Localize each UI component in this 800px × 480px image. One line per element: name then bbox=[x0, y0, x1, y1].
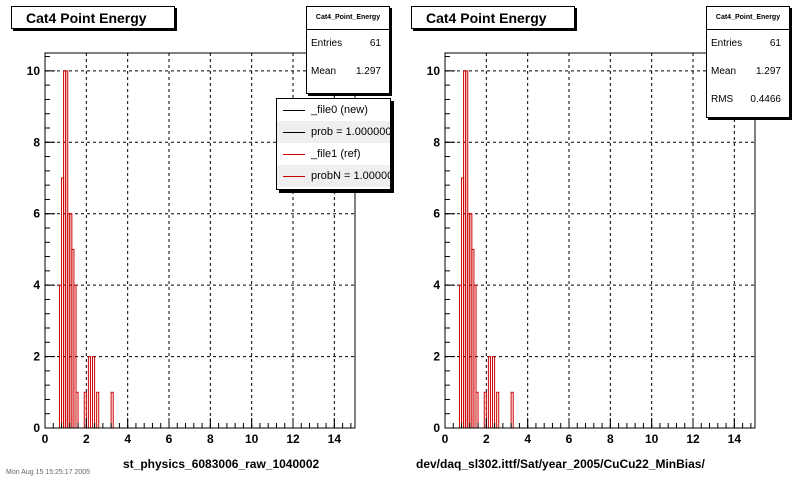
panel1-plot-frame bbox=[44, 52, 356, 429]
panel1-y-tick-label: 2 bbox=[33, 350, 40, 364]
panel1-x-tick-label: 8 bbox=[207, 432, 214, 446]
panel1-y-tick-label: 10 bbox=[27, 64, 41, 78]
panel2-y-tick-label: 6 bbox=[433, 207, 440, 221]
panel1-y-tick-label: 0 bbox=[33, 421, 40, 435]
panel2-stats-row: Mean 1.297 bbox=[707, 58, 789, 86]
panel2-stats-row: RMS 0.4466 bbox=[707, 86, 789, 114]
legend-label: _file0 (new) bbox=[311, 104, 368, 116]
panel2-y-tick-label: 2 bbox=[433, 350, 440, 364]
panel1-x-axis-label: st_physics_6083006_raw_1040002 bbox=[123, 457, 320, 471]
legend-entry: prob = 1.000000 bbox=[277, 121, 390, 143]
panel1-x-tick-label: 10 bbox=[245, 432, 259, 446]
panel2-x-tick-label: 14 bbox=[728, 432, 742, 446]
stat-key: Mean bbox=[711, 66, 737, 77]
stat-key: Entries bbox=[311, 38, 343, 49]
panel1-x-tick-label: 12 bbox=[286, 432, 300, 446]
stat-key: Entries bbox=[711, 38, 743, 49]
panel1-stats-row: Entries 61 bbox=[307, 30, 389, 58]
panel2-y-tick-label: 10 bbox=[427, 64, 441, 78]
stat-value: 1.297 bbox=[355, 66, 381, 77]
legend-swatch bbox=[283, 154, 305, 155]
panel1-x-tick-label: 14 bbox=[328, 432, 342, 446]
panel2-x-axis-label: dev/daq_sl302.ittf/Sat/year_2005/CuCu22_… bbox=[416, 457, 705, 471]
stat-value: 61 bbox=[769, 38, 781, 49]
panel2-plot-area bbox=[445, 53, 755, 428]
panel2-title: Cat4 Point Energy bbox=[426, 10, 547, 26]
panel2-x-tick-label: 0 bbox=[442, 432, 449, 446]
stat-key: Mean bbox=[311, 66, 337, 77]
panel2-stats-title: Cat4_Point_Energy bbox=[707, 7, 789, 30]
panel1-stats-row: Mean 1.297 bbox=[307, 58, 389, 86]
panel1-title-box: Cat4 Point Energy bbox=[11, 6, 175, 29]
stat-key: RMS bbox=[711, 94, 734, 105]
stat-value: 61 bbox=[369, 38, 381, 49]
legend-entry: _file0 (new) bbox=[277, 99, 390, 121]
panel1-x-tick-label: 2 bbox=[83, 432, 90, 446]
panel1-stats-title: Cat4_Point_Energy bbox=[307, 7, 389, 30]
panel2-x-tick-label: 10 bbox=[645, 432, 659, 446]
legend-label: _file1 (ref) bbox=[311, 148, 361, 160]
stat-value: 1.297 bbox=[755, 66, 781, 77]
panel2-y-tick-label: 0 bbox=[433, 421, 440, 435]
panel2-x-tick-label: 12 bbox=[686, 432, 700, 446]
panel1-title: Cat4 Point Energy bbox=[26, 10, 147, 26]
legend-label: prob = 1.000000 bbox=[311, 126, 391, 138]
legend-swatch bbox=[283, 132, 305, 133]
panel2-y-tick-label: 8 bbox=[433, 135, 440, 149]
panel2-plot-frame bbox=[444, 52, 756, 429]
panel1-y-tick-label: 8 bbox=[33, 135, 40, 149]
panel2-stats-box: Cat4_Point_Energy Entries 61 Mean 1.297 … bbox=[706, 6, 790, 118]
panel2-y-tick-label: 4 bbox=[433, 278, 440, 292]
panel2-x-tick-label: 6 bbox=[566, 432, 573, 446]
panel2-x-tick-label: 2 bbox=[483, 432, 490, 446]
legend-swatch bbox=[283, 110, 305, 111]
panel1-x-tick-label: 4 bbox=[124, 432, 131, 446]
stat-value: 0.4466 bbox=[750, 94, 781, 105]
legend-entry: probN = 1.000000 bbox=[277, 165, 390, 187]
legend-entry: _file1 (ref) bbox=[277, 143, 390, 165]
panel1-x-tick-label: 0 bbox=[42, 432, 49, 446]
panel2-x-tick-label: 4 bbox=[524, 432, 531, 446]
panel2-title-box: Cat4 Point Energy bbox=[411, 6, 575, 29]
panel1-y-tick-label: 6 bbox=[33, 207, 40, 221]
panel1-legend: _file0 (new) prob = 1.000000 _file1 (ref… bbox=[276, 98, 391, 190]
panel1-stats-box: Cat4_Point_Energy Entries 61 Mean 1.297 bbox=[306, 6, 390, 94]
footer-timestamp: Mon Aug 15 15:25:17 2005 bbox=[6, 469, 91, 476]
panel2-stats-row: Entries 61 bbox=[707, 30, 789, 58]
panel2-x-tick-label: 8 bbox=[607, 432, 614, 446]
legend-label: probN = 1.000000 bbox=[311, 170, 391, 182]
panel1-x-tick-label: 6 bbox=[166, 432, 173, 446]
panel1-y-tick-label: 4 bbox=[33, 278, 40, 292]
legend-swatch bbox=[283, 176, 305, 177]
